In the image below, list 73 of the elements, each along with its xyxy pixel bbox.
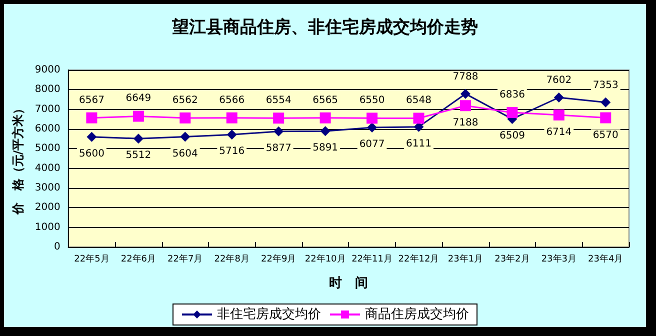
data-label: 6111 bbox=[406, 138, 432, 150]
data-label: 6550 bbox=[359, 95, 385, 106]
data-label: 5716 bbox=[219, 146, 245, 158]
x-tick-label: 23年2月 bbox=[494, 254, 530, 264]
point bbox=[366, 112, 378, 124]
y-tick-label: 7000 bbox=[34, 104, 60, 115]
point bbox=[600, 112, 612, 124]
data-label: 6548 bbox=[406, 95, 432, 106]
data-label: 6570 bbox=[592, 130, 618, 141]
point bbox=[460, 88, 470, 99]
data-label: 6509 bbox=[499, 130, 525, 142]
point bbox=[600, 97, 611, 108]
point bbox=[554, 92, 564, 102]
point bbox=[553, 109, 564, 120]
data-label: 5604 bbox=[172, 148, 198, 160]
point bbox=[132, 110, 144, 122]
x-tick-label: 23年1月 bbox=[448, 254, 484, 264]
y-axis-title: 价 格（元/平方米） bbox=[11, 102, 25, 216]
x-tick-label: 22年9月 bbox=[261, 254, 296, 264]
y-tick-label: 4000 bbox=[34, 162, 60, 174]
point bbox=[180, 132, 190, 142]
data-label: 7188 bbox=[452, 118, 478, 129]
point bbox=[413, 112, 424, 124]
legend-label: 非住宅房成交均价 bbox=[217, 306, 321, 322]
x-axis-title: 时 间 bbox=[329, 276, 368, 291]
y-tick-label: 3000 bbox=[34, 182, 60, 194]
data-label: 7353 bbox=[592, 80, 618, 91]
point bbox=[226, 112, 238, 124]
x-tick-label: 22年8月 bbox=[214, 254, 250, 264]
point bbox=[274, 126, 284, 136]
point bbox=[133, 134, 144, 144]
data-label: 6649 bbox=[126, 93, 152, 104]
chart-title: 望江县商品住房、非住宅房成交均价走势 bbox=[171, 18, 478, 38]
y-tick-label: 6000 bbox=[34, 124, 60, 134]
x-tick-label: 22年10月 bbox=[304, 254, 346, 264]
point bbox=[273, 112, 284, 124]
point bbox=[226, 130, 237, 140]
data-label: 6567 bbox=[78, 94, 104, 106]
point bbox=[180, 112, 191, 124]
data-label: 7788 bbox=[452, 71, 478, 82]
point bbox=[320, 112, 331, 124]
data-label: 7602 bbox=[546, 74, 572, 86]
y-tick-label: 8000 bbox=[34, 84, 60, 96]
y-tick-label: 0 bbox=[54, 242, 60, 252]
y-tick-label: 5000 bbox=[34, 143, 60, 154]
x-tick-label: 22年5月 bbox=[74, 254, 110, 264]
x-tick-label: 22年7月 bbox=[168, 254, 203, 264]
data-label: 5877 bbox=[266, 142, 292, 154]
y-tick-label: 2000 bbox=[34, 202, 60, 214]
data-label: 5512 bbox=[126, 150, 152, 162]
data-label: 6562 bbox=[172, 94, 198, 106]
x-tick-label: 22年6月 bbox=[120, 254, 156, 264]
point bbox=[506, 107, 518, 118]
point bbox=[320, 126, 330, 136]
x-tick-label: 22年11月 bbox=[352, 254, 392, 264]
x-tick-label: 23年4月 bbox=[588, 254, 624, 264]
data-label: 5600 bbox=[78, 148, 104, 160]
point bbox=[367, 122, 378, 132]
y-tick-label: 9000 bbox=[34, 64, 60, 76]
point bbox=[460, 100, 471, 112]
point bbox=[86, 112, 98, 124]
point bbox=[86, 132, 97, 142]
data-label: 6554 bbox=[266, 95, 292, 106]
x-tick-label: 23年3月 bbox=[541, 254, 577, 264]
data-label: 6714 bbox=[546, 126, 572, 138]
data-label: 6836 bbox=[499, 90, 525, 101]
data-label: 6077 bbox=[359, 138, 385, 150]
data-label: 6566 bbox=[219, 94, 245, 106]
data-label: 6565 bbox=[312, 94, 338, 106]
legend-label: 商品住房成交均价 bbox=[365, 306, 469, 322]
x-tick-label: 22年12月 bbox=[398, 254, 440, 264]
data-label: 5891 bbox=[312, 142, 338, 154]
y-tick-label: 1000 bbox=[34, 222, 60, 233]
